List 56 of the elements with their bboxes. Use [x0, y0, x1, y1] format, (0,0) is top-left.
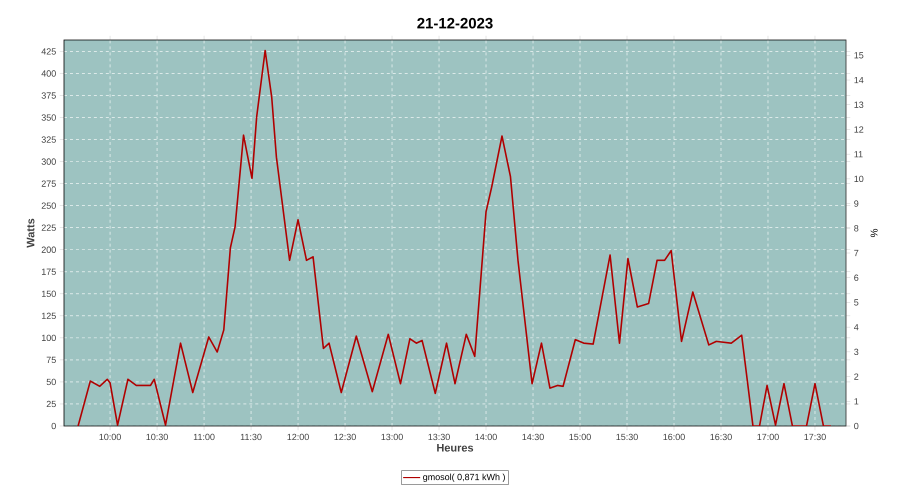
x-tick-label: 16:30 — [710, 434, 732, 440]
y-tick-label: 325 — [42, 136, 56, 143]
legend-label: gmosol( 0,871 kWh ) — [423, 474, 505, 482]
x-tick-label: 16:00 — [663, 434, 685, 440]
y-tick-label: 125 — [42, 312, 56, 320]
y-tick-label: 75 — [46, 356, 56, 364]
y-tick-label: 250 — [42, 202, 56, 209]
y-tick-label: 350 — [42, 114, 56, 121]
x-tick-label: 10:00 — [100, 434, 121, 440]
x-tick-label: 13:30 — [428, 434, 450, 440]
y2-tick-label: 12 — [854, 126, 864, 133]
x-tick-label: 13:00 — [381, 434, 403, 440]
y2-tick-label: 14 — [854, 76, 864, 84]
y-tick-label: 200 — [42, 246, 56, 253]
y2-tick-label: 10 — [854, 176, 864, 182]
y-tick-label: 150 — [42, 290, 56, 297]
y-tick-label: 425 — [41, 48, 56, 55]
y-tick-label: 100 — [42, 334, 56, 342]
y-tick-label: 0 — [52, 422, 56, 430]
x-tick-label: 11:00 — [194, 434, 215, 440]
y-tick-label: 400 — [41, 70, 56, 77]
y2-tick-label: 1 — [854, 398, 858, 404]
y2-tick-label: 9 — [854, 200, 858, 207]
x-tick-label: 14:00 — [475, 434, 497, 440]
y2-tick-label: 7 — [854, 250, 858, 256]
y-tick-label: 175 — [42, 268, 56, 275]
y2-tick-label: 6 — [854, 274, 858, 281]
y-tick-label: 50 — [46, 378, 56, 386]
x-tick-label: 17:00 — [757, 434, 779, 440]
x-tick-label: 11:30 — [240, 434, 262, 440]
line-series — [77, 50, 832, 426]
x-axis-title: Heures — [437, 444, 474, 452]
y2-tick-label: 0 — [854, 422, 858, 430]
y2-tick-label: 15 — [854, 52, 864, 58]
y-axis-title: Watts — [26, 218, 34, 248]
x-tick-label: 15:30 — [616, 434, 638, 440]
y-tick-label: 25 — [46, 400, 56, 408]
x-tick-label: 14:30 — [522, 434, 544, 440]
y2-tick-label: 5 — [854, 299, 858, 306]
x-tick-label: 12:00 — [288, 434, 309, 440]
y-tick-label: 300 — [42, 158, 56, 165]
x-tick-label: 10:30 — [146, 434, 168, 440]
chart-title: 21-12-2023 — [417, 18, 493, 29]
y2-tick-label: 11 — [854, 151, 863, 158]
x-tick-label: 15:00 — [569, 434, 591, 440]
x-tick-label: 17:30 — [804, 434, 826, 440]
y2-tick-label: 2 — [854, 373, 858, 380]
y2-tick-label: 4 — [854, 324, 858, 330]
x-tick-label: 12:30 — [334, 434, 356, 440]
y-tick-label: 275 — [42, 180, 56, 187]
y2-tick-label: 3 — [854, 348, 858, 356]
y2-tick-label: 13 — [854, 102, 864, 108]
y2-tick-label: 8 — [854, 225, 858, 232]
y-tick-label: 225 — [42, 224, 56, 231]
y-tick-label: 375 — [42, 92, 56, 99]
y2-axis-title: % — [870, 228, 878, 238]
